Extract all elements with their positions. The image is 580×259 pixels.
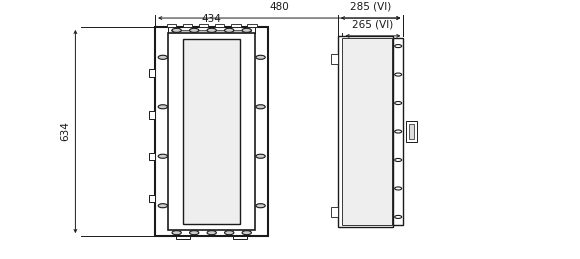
Circle shape	[224, 231, 234, 235]
Bar	[149, 153, 155, 160]
Circle shape	[394, 130, 401, 133]
Bar	[199, 24, 208, 27]
Bar	[231, 24, 241, 27]
Text: 285 (VI): 285 (VI)	[350, 2, 392, 12]
Bar	[183, 39, 240, 224]
Circle shape	[394, 45, 401, 48]
Bar	[155, 27, 268, 236]
Circle shape	[394, 73, 401, 76]
Circle shape	[394, 215, 401, 218]
Bar	[149, 111, 155, 119]
Circle shape	[394, 187, 401, 190]
Bar	[248, 24, 257, 27]
Text: 265 (VI): 265 (VI)	[352, 19, 394, 30]
Bar	[331, 54, 338, 64]
Circle shape	[207, 231, 216, 235]
Circle shape	[207, 28, 216, 32]
Circle shape	[190, 231, 199, 235]
Bar	[149, 69, 155, 77]
Bar	[342, 38, 392, 225]
Bar	[215, 24, 224, 27]
Bar	[233, 236, 247, 239]
Text: 480: 480	[269, 2, 289, 12]
Bar	[183, 24, 192, 27]
Circle shape	[256, 204, 265, 208]
Text: 634: 634	[60, 121, 70, 141]
Bar	[166, 24, 176, 27]
Circle shape	[158, 204, 168, 208]
Bar	[168, 33, 255, 231]
Circle shape	[256, 154, 265, 158]
Circle shape	[256, 105, 265, 109]
Circle shape	[242, 28, 251, 32]
Circle shape	[256, 55, 265, 59]
Bar	[405, 121, 418, 142]
Circle shape	[190, 28, 199, 32]
Circle shape	[158, 105, 168, 109]
Circle shape	[394, 159, 401, 162]
Circle shape	[224, 28, 234, 32]
Circle shape	[158, 55, 168, 59]
Bar	[331, 207, 338, 217]
Circle shape	[172, 231, 182, 235]
Text: 434: 434	[202, 15, 222, 24]
Bar	[149, 195, 155, 202]
Bar	[176, 236, 190, 239]
Bar	[393, 38, 404, 225]
Circle shape	[158, 154, 168, 158]
Circle shape	[172, 28, 182, 32]
Bar	[408, 124, 414, 139]
Circle shape	[242, 231, 251, 235]
Circle shape	[394, 102, 401, 105]
Bar	[338, 36, 393, 227]
